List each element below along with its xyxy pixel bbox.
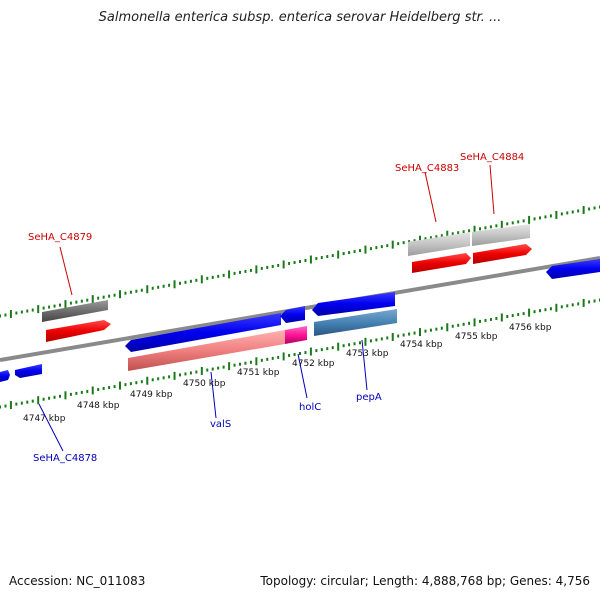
tick-label: 4750 kbp — [183, 379, 226, 389]
gene-seha-c4884-cds[interactable] — [473, 244, 532, 264]
tick-label: 4755 kbp — [455, 332, 498, 342]
leader-line-c4879 — [59, 246, 73, 296]
label-seha-c4879[interactable]: SeHA_C4879 — [28, 232, 92, 243]
label-vals[interactable]: valS — [210, 419, 231, 430]
gene-pepa-cds[interactable] — [314, 309, 397, 336]
tick-label: 4754 kbp — [400, 340, 443, 350]
label-seha-c4878[interactable]: SeHA_C4878 — [33, 453, 97, 464]
tick-label: 4748 kbp — [77, 401, 120, 411]
tick-label: 4749 kbp — [130, 390, 173, 400]
leader-line-c4884 — [489, 164, 495, 215]
accession-text: Accession: NC_011083 — [9, 574, 146, 588]
feature-labels: SeHA_C4879 SeHA_C4883 SeHA_C4884 SeHA_C4… — [28, 152, 524, 464]
gene-holc-gene[interactable] — [280, 306, 305, 323]
label-seha-c4884[interactable]: SeHA_C4884 — [460, 152, 524, 163]
tick-label: 4752 kbp — [292, 359, 335, 369]
tick-label: 4753 kbp — [346, 349, 389, 359]
gene-seha-c4879-gene[interactable] — [42, 300, 108, 322]
leader-line-holc — [297, 353, 308, 399]
leader-line-c4883 — [424, 171, 437, 223]
leader-line-c4878 — [38, 403, 64, 452]
gene-holc-cds[interactable] — [285, 326, 307, 344]
gene-seha-c4884-gene[interactable] — [472, 224, 530, 246]
map-title: Salmonella enterica subsp. enterica sero… — [98, 10, 502, 25]
gene-seha-c4878-cds[interactable] — [15, 364, 42, 378]
gene-left-edge-cds[interactable] — [0, 370, 10, 382]
tick-label: 4751 kbp — [237, 368, 280, 378]
reverse-strand-features — [42, 224, 532, 342]
tick-labels: 4747 kbp 4748 kbp 4749 kbp 4750 kbp 4751… — [23, 323, 552, 424]
gene-seha-c4883-gene[interactable] — [408, 232, 470, 256]
tick-label: 4747 kbp — [23, 414, 66, 424]
leader-lines — [38, 164, 495, 452]
lower-tick-track — [0, 298, 600, 410]
gene-pepa-gene[interactable] — [312, 292, 395, 316]
tick-label: 4756 kbp — [509, 323, 552, 333]
leader-line-vals — [210, 371, 217, 419]
genome-info-text: Topology: circular; Length: 4,888,768 bp… — [260, 574, 590, 588]
gene-seha-c4879-cds[interactable] — [46, 320, 111, 342]
gene-vals-gene[interactable] — [125, 313, 281, 352]
upper-tick-track — [0, 205, 600, 319]
gene-vals-cds[interactable] — [128, 330, 285, 371]
label-seha-c4883[interactable]: SeHA_C4883 — [395, 163, 459, 174]
gene-right-edge-cds[interactable] — [546, 259, 600, 279]
gene-seha-c4883-cds[interactable] — [412, 253, 471, 273]
label-holc[interactable]: holC — [299, 402, 321, 413]
label-pepa[interactable]: pepA — [356, 392, 382, 403]
leader-line-pepa — [361, 339, 368, 391]
forward-strand-features — [0, 259, 600, 382]
